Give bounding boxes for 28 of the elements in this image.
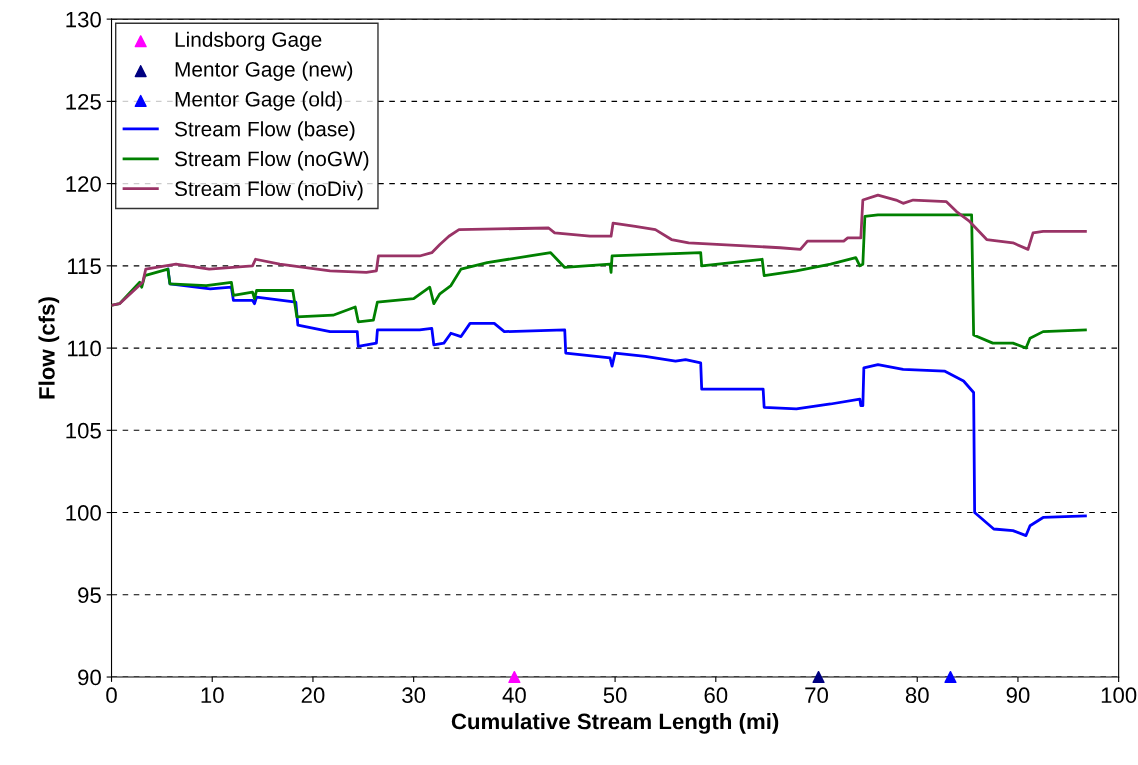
- y-tick-label: 120: [66, 176, 101, 192]
- y-tick-label: 110: [68, 340, 101, 357]
- x-tick-label: 20: [301, 687, 325, 704]
- legend-label: Stream Flow (noDiv): [174, 180, 363, 201]
- x-tick-label: 80: [905, 687, 929, 704]
- legend-label: Stream Flow (noGW): [174, 150, 369, 171]
- x-tick-label: 70: [805, 687, 829, 704]
- y-tick-label: 130: [66, 11, 101, 28]
- y-axis-title: Flow (cfs): [38, 297, 60, 399]
- y-tick-label: 125: [66, 93, 101, 110]
- legend-label: Lindsborg Gage: [175, 31, 322, 52]
- y-tick-label: 115: [68, 258, 101, 275]
- y-tick-label: 100: [66, 505, 101, 521]
- x-tick-label: 30: [402, 687, 426, 704]
- y-tick-label: 105: [66, 422, 101, 439]
- x-axis-title: Cumulative Stream Length (mi): [451, 713, 779, 734]
- legend-label: Mentor Gage (new): [175, 61, 353, 81]
- x-tick-label: 10: [201, 687, 224, 704]
- x-tick-label: 100: [1101, 687, 1137, 704]
- y-tick-label: 90: [78, 669, 101, 686]
- x-tick-label: 50: [603, 687, 627, 704]
- legend-label: Mentor Gage (old): [175, 91, 342, 111]
- x-tick-label: 60: [704, 687, 728, 704]
- x-tick-label: 40: [502, 687, 526, 704]
- y-tick-label: 95: [78, 587, 101, 604]
- x-tick-label: 90: [1006, 687, 1030, 704]
- legend-label: Stream Flow (base): [174, 121, 355, 141]
- x-tick-label: 0: [106, 687, 117, 704]
